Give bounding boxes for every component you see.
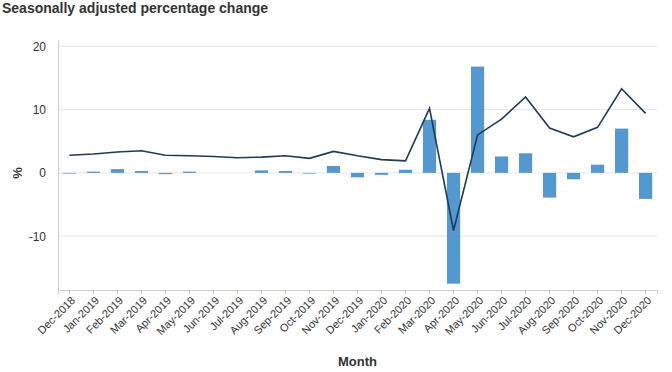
x-tick-mark [477,290,478,294]
bar [207,172,220,173]
bars [63,67,652,284]
y-tick: 0 [39,166,58,180]
x-tick-mark [285,290,286,294]
bar [255,170,268,173]
grid-line [58,236,657,237]
x-tick-mark [573,290,574,294]
bar [279,171,292,173]
x-tick-mark [93,290,94,294]
x-tick-mark [405,290,406,294]
y-axis-line [58,41,59,291]
y-axis-title: % [10,167,25,179]
y-tick-label: -10 [29,230,47,244]
x-tick-mark [381,290,382,294]
x-axis-line [59,291,658,295]
x-tick-mark [237,290,238,294]
x-tick-label: Dec-2020 [611,294,653,336]
y-tick-label: 0 [39,166,46,180]
grid-line [58,46,657,47]
grid-line [58,109,657,110]
bar [303,172,316,174]
title: Seasonally adjusted percentage change [2,0,268,16]
x-tick-mark [333,290,334,294]
grid [58,46,657,236]
bar [327,166,340,173]
y-axis: -10 0 10 20 [29,40,59,291]
x-tick-mark [453,290,454,294]
bar [351,173,364,177]
bar [471,67,484,173]
x-tick-mark [549,290,550,294]
bar [615,129,628,173]
y-tick-label: 10 [33,103,47,117]
bar [63,172,76,174]
x-tick-mark [213,290,214,294]
plot-area [63,67,652,284]
bar [111,169,124,173]
x-tick-mark [597,290,598,294]
bar [591,165,604,173]
y-tick: 10 [33,103,58,117]
y-tick-label: 20 [33,40,47,54]
bar [135,171,148,173]
bar [543,173,556,198]
bar [495,156,508,172]
x-tick-mark [165,290,166,294]
line [69,89,645,231]
x-tick: Dec-2020 [611,290,653,336]
bar [399,170,412,173]
x-tick-mark [69,290,70,294]
x-axis: Dec-2018Jan-2019Feb-2019Mar-2019Apr-2019… [35,290,657,337]
y-tick: 20 [33,40,58,54]
x-tick-mark [645,290,646,294]
y-tick: -10 [29,230,58,244]
bar [567,173,580,179]
bar [87,172,100,173]
x-tick-mark [501,290,502,294]
x-tick-mark [357,290,358,294]
bar [231,172,244,173]
bar [183,172,196,173]
bar [519,153,532,173]
bar [159,173,172,174]
bar [375,173,388,175]
x-tick-mark [261,290,262,294]
x-tick-mark [429,290,430,294]
chart: -10 0 10 20 Dec-2018Jan-2019Feb-2019Mar-2019… [0,0,672,372]
x-tick-mark [621,290,622,294]
x-tick-mark [141,290,142,294]
x-tick-mark [525,290,526,294]
x-tick-mark [117,290,118,294]
x-axis-title: Month [338,354,377,369]
x-tick-mark [309,290,310,294]
bar [639,173,652,199]
x-tick-mark [189,290,190,294]
